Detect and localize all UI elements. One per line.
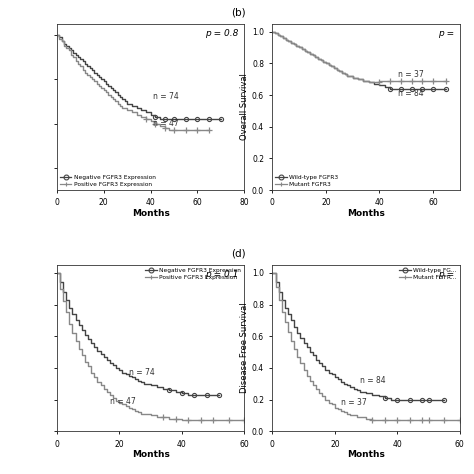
- X-axis label: Months: Months: [347, 450, 385, 459]
- Y-axis label: Disease Free Survival: Disease Free Survival: [240, 303, 249, 393]
- Text: p =: p =: [438, 29, 454, 38]
- Legend: Wild-type FGFR3, Mutant FGFR3: Wild-type FGFR3, Mutant FGFR3: [273, 173, 340, 189]
- Text: p = 0.8: p = 0.8: [205, 29, 238, 38]
- Legend: Negative FGFR3 Expression, Positive FGFR3 Expression: Negative FGFR3 Expression, Positive FGFR…: [58, 173, 157, 189]
- Text: n = 74: n = 74: [129, 368, 155, 377]
- Text: n = 37: n = 37: [398, 70, 424, 79]
- Text: n = 84: n = 84: [398, 89, 424, 98]
- Legend: Wild-type FG..., Mutant FGFR...: Wild-type FG..., Mutant FGFR...: [398, 266, 459, 282]
- Text: p = 0.1: p = 0.1: [205, 270, 238, 279]
- Text: n = 37: n = 37: [341, 398, 367, 407]
- Text: n = 47: n = 47: [153, 119, 179, 128]
- Text: (d): (d): [231, 248, 246, 258]
- X-axis label: Months: Months: [132, 450, 170, 459]
- Legend: Negative FGFR3 Expression, Positive FGFR3 Expression: Negative FGFR3 Expression, Positive FGFR…: [144, 266, 243, 282]
- Text: n = 84: n = 84: [360, 376, 385, 385]
- X-axis label: Months: Months: [132, 209, 170, 218]
- X-axis label: Months: Months: [347, 209, 385, 218]
- Text: p =: p =: [438, 270, 454, 279]
- Text: n = 47: n = 47: [110, 397, 136, 406]
- Text: (b): (b): [231, 7, 246, 17]
- Text: n = 74: n = 74: [153, 92, 179, 101]
- Y-axis label: Overall Survival: Overall Survival: [240, 73, 249, 140]
